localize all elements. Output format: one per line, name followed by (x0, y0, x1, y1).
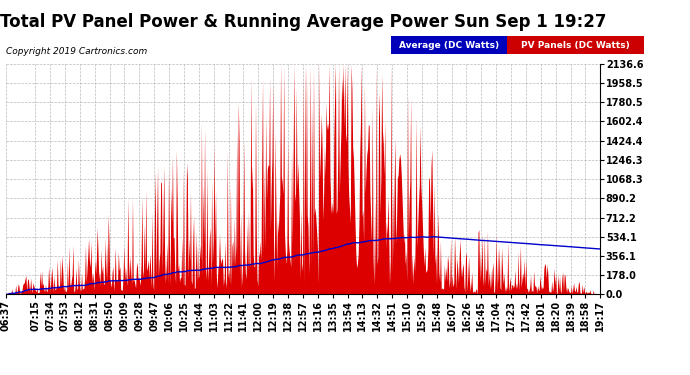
Text: PV Panels (DC Watts): PV Panels (DC Watts) (521, 41, 630, 50)
Text: Average (DC Watts): Average (DC Watts) (399, 41, 500, 50)
Text: Total PV Panel Power & Running Average Power Sun Sep 1 19:27: Total PV Panel Power & Running Average P… (1, 13, 607, 31)
Text: Copyright 2019 Cartronics.com: Copyright 2019 Cartronics.com (6, 47, 147, 56)
